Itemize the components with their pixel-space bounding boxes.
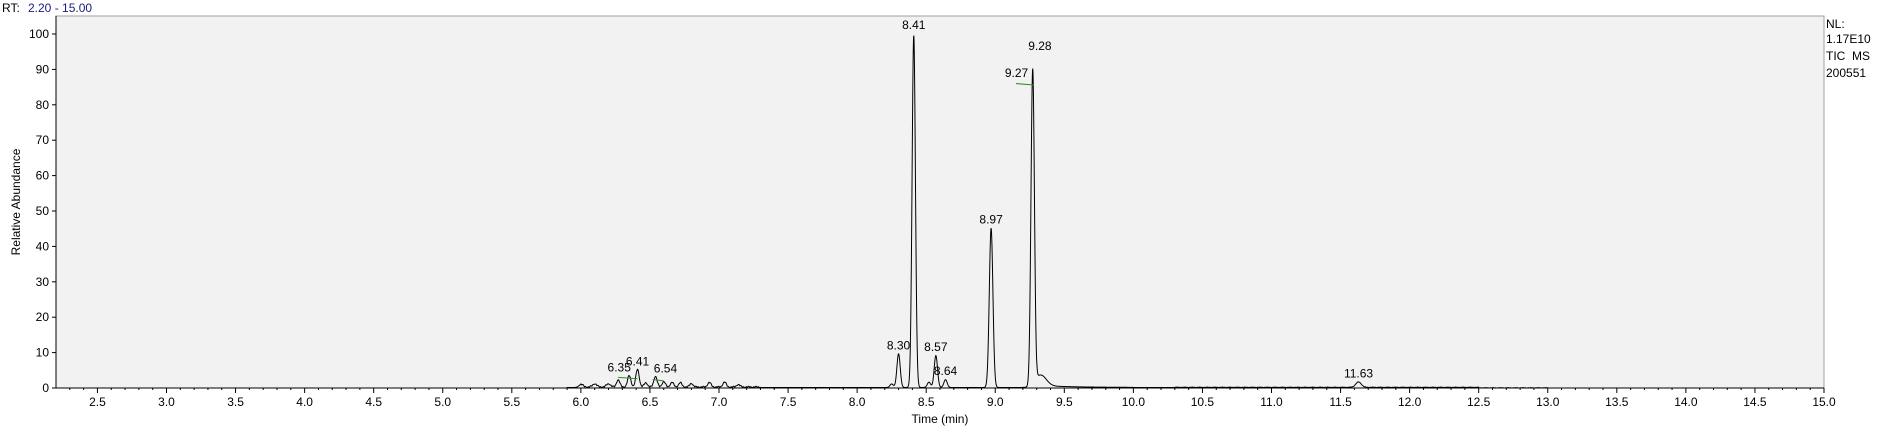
peak-label: 9.28 <box>1028 39 1052 53</box>
x-tick-label: 4.5 <box>365 395 382 409</box>
x-tick-label: 9.0 <box>987 395 1004 409</box>
y-axis-title: Relative Abundance <box>9 148 23 255</box>
info-panel: NL: 1.17E10 TIC MS 200551 <box>1826 17 1871 80</box>
y-tick-label: 80 <box>36 98 50 112</box>
x-tick-label: 8.0 <box>849 395 866 409</box>
x-tick-label: 12.5 <box>1467 395 1491 409</box>
x-tick-label: 6.0 <box>573 395 590 409</box>
peak-label: 6.54 <box>654 361 678 375</box>
x-tick-label: 7.5 <box>780 395 797 409</box>
x-tick-label: 7.0 <box>711 395 728 409</box>
x-tick-label: 11.0 <box>1260 395 1283 409</box>
x-tick-label: 14.0 <box>1674 395 1698 409</box>
x-axis-title: Time (min) <box>912 412 969 426</box>
x-tick-label: 10.5 <box>1191 395 1215 409</box>
y-tick-label: 50 <box>36 204 50 218</box>
x-tick-label: 3.5 <box>227 395 244 409</box>
info-line-scan-type: TIC MS <box>1826 49 1870 63</box>
y-tick-label: 40 <box>36 239 50 253</box>
info-line-nl-value: 1.17E10 <box>1826 32 1871 46</box>
x-tick-label: 3.0 <box>158 395 175 409</box>
peak-label: 6.35 <box>608 361 632 375</box>
x-tick-label: 6.5 <box>642 395 659 409</box>
y-tick-label: 100 <box>29 27 49 41</box>
x-tick-label: 10.0 <box>1122 395 1146 409</box>
info-line-file: 200551 <box>1826 66 1866 80</box>
y-tick-label: 30 <box>36 275 50 289</box>
x-tick-label: 13.5 <box>1605 395 1629 409</box>
peak-labels: 6.356.41 6.54 8.30 8.41 8.57 8.64 8.97 9.27 9.28… <box>608 18 1374 381</box>
x-tick-label: 13.0 <box>1536 395 1560 409</box>
x-tick-label: 2.5 <box>89 395 106 409</box>
y-axis-ticks: 0 10 20 30 40 50 60 70 80 90 100 <box>29 27 56 395</box>
peak-label: 11.63 <box>1344 367 1373 381</box>
x-axis-ticks: 2.5 3.0 3.5 4.0 4.5 5.0 5.5 6.0 6.5 7.0 7.5 8.0 8.5 9… <box>89 388 1836 409</box>
peak-label: 6.41 <box>626 354 650 368</box>
peak-label: 9.27 <box>1005 66 1029 80</box>
rt-range: 2.20 - 15.00 <box>28 1 92 15</box>
peak-label: 8.57 <box>924 340 948 354</box>
x-tick-label: 5.0 <box>434 395 451 409</box>
tic-trace <box>56 35 1824 389</box>
x-tick-label: 15.0 <box>1812 395 1836 409</box>
baseline-markers <box>618 83 1034 382</box>
x-tick-label: 5.5 <box>503 395 520 409</box>
x-tick-label: 14.5 <box>1743 395 1767 409</box>
x-tick-label: 12.0 <box>1398 395 1422 409</box>
info-line-nl: NL: <box>1826 17 1845 31</box>
peak-label: 8.41 <box>902 18 926 32</box>
y-tick-label: 60 <box>36 169 50 183</box>
y-tick-label: 20 <box>36 310 50 324</box>
x-tick-label: 4.0 <box>296 395 313 409</box>
peak-baseline-marker <box>618 376 638 380</box>
y-tick-label: 0 <box>42 381 49 395</box>
x-tick-label: 9.5 <box>1056 395 1073 409</box>
x-tick-label: 8.5 <box>918 395 935 409</box>
rt-prefix: RT: <box>2 1 20 15</box>
plot-area <box>55 15 1825 389</box>
y-tick-label: 10 <box>36 346 50 360</box>
y-tick-label: 70 <box>36 133 50 147</box>
peak-baseline-marker <box>1015 83 1034 86</box>
peak-label: 8.30 <box>887 338 911 352</box>
x-tick-label: 11.5 <box>1329 395 1352 409</box>
y-tick-label: 90 <box>36 62 50 76</box>
peak-label: 8.97 <box>979 213 1003 227</box>
peak-baseline-marker <box>652 379 664 382</box>
peak-label: 8.64 <box>934 364 958 378</box>
